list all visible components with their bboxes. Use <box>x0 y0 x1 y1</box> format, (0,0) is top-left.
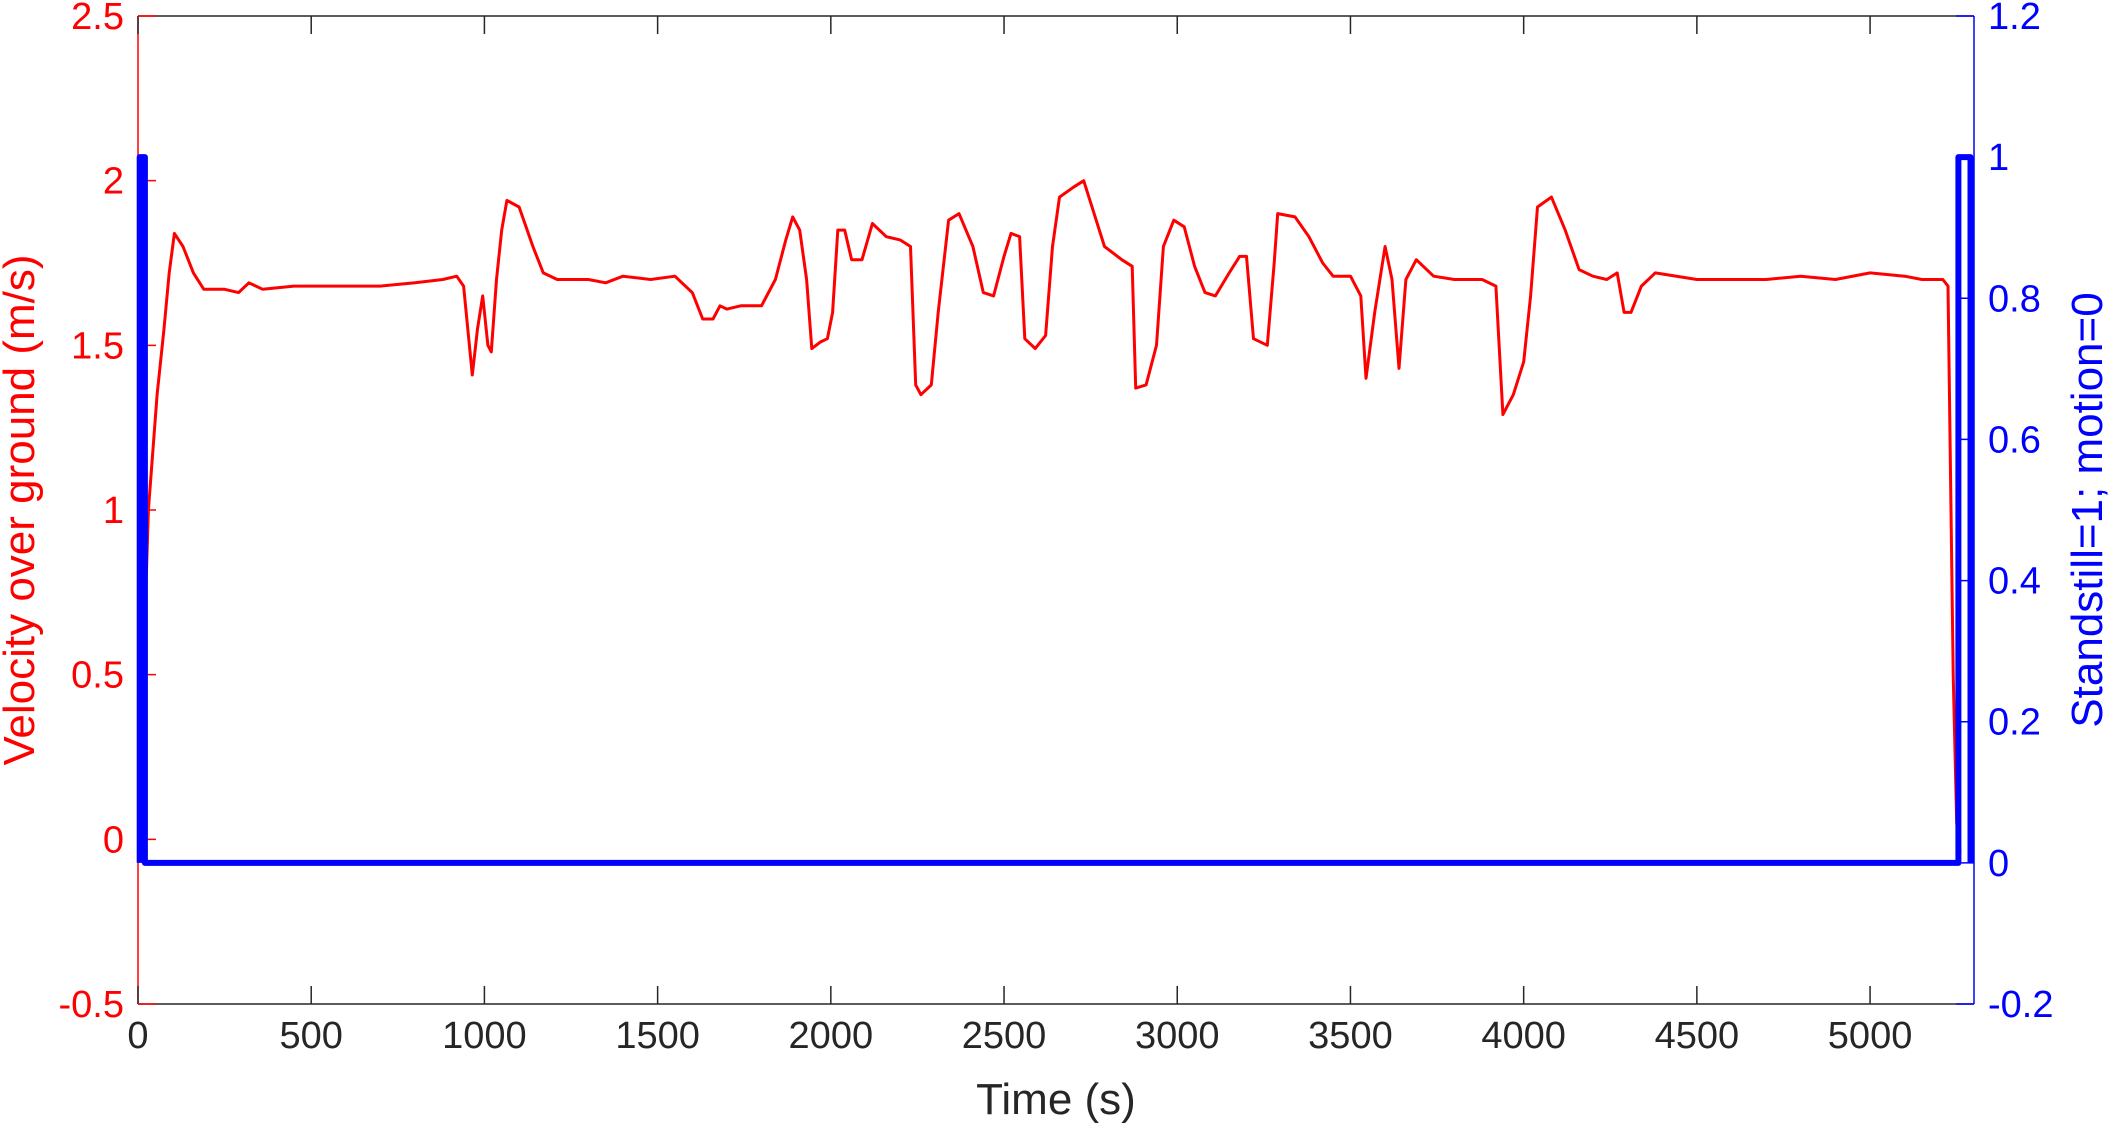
left-axis-ticks: -0.5 0 0.5 1 1.5 2 2.5 <box>59 0 156 1026</box>
right-tick-label: -0.2 <box>1988 984 2053 1026</box>
standstill-series-line <box>136 154 1974 866</box>
x-tick-label: 1500 <box>615 1015 700 1057</box>
left-tick-label: 2.5 <box>71 0 124 38</box>
x-tick-label: 4000 <box>1481 1015 1566 1057</box>
x-tick-label: 5000 <box>1828 1015 1913 1057</box>
series-group <box>136 154 1974 866</box>
x-tick-label: 500 <box>280 1015 343 1057</box>
right-tick-label: 0.8 <box>1988 278 2041 320</box>
right-axis-label: Standstill=1; motion=0 <box>2063 292 2112 727</box>
left-tick-label: 2 <box>103 161 124 203</box>
right-tick-label: 1 <box>1988 137 2009 179</box>
plot-area <box>138 16 1974 1004</box>
left-tick-label: 0.5 <box>71 655 124 697</box>
x-axis-ticks: 0 500 1000 1500 2000 2500 3000 3500 4000 4500 5000 <box>127 16 1912 1057</box>
right-axis-ticks: -0.2 0 0.2 0.4 0.6 0.8 1 1.2 <box>1956 0 2053 1026</box>
right-tick-label: 0 <box>1988 843 2009 885</box>
x-tick-label: 3000 <box>1135 1015 1220 1057</box>
velocity-series-line <box>138 179 1962 853</box>
x-tick-label: 2500 <box>962 1015 1047 1057</box>
left-tick-label: 1.5 <box>71 325 124 367</box>
x-axis-label: Time (s) <box>976 1075 1136 1124</box>
x-tick-label: 0 <box>127 1015 148 1057</box>
x-tick-label: 1000 <box>442 1015 527 1057</box>
right-tick-label: 1.2 <box>1988 0 2041 38</box>
left-tick-label: 0 <box>103 819 124 861</box>
x-tick-label: 3500 <box>1308 1015 1393 1057</box>
x-tick-label: 4500 <box>1655 1015 1740 1057</box>
left-tick-label: 1 <box>103 490 124 532</box>
left-tick-label: -0.5 <box>59 984 124 1026</box>
right-tick-label: 0.6 <box>1988 419 2041 461</box>
left-axis-label: Velocity over ground (m/s) <box>0 254 44 765</box>
x-tick-label: 2000 <box>789 1015 874 1057</box>
right-tick-label: 0.2 <box>1988 702 2041 744</box>
right-tick-label: 0.4 <box>1988 561 2041 603</box>
